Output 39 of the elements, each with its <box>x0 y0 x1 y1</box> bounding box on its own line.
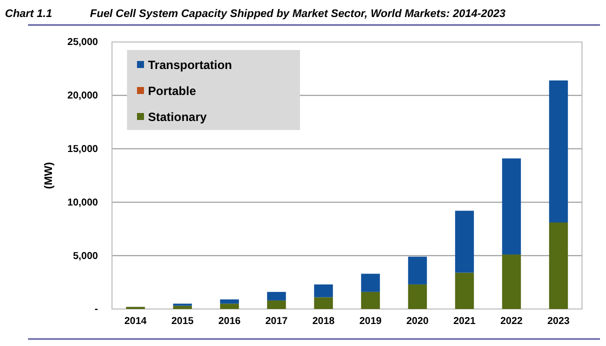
bar <box>455 272 474 309</box>
x-tick-label: 2022 <box>500 316 524 328</box>
legend-label: Transportation <box>148 58 232 72</box>
y-tick-label: 5,000 <box>72 250 98 262</box>
bar <box>220 299 239 304</box>
bar <box>220 304 239 309</box>
y-axis-title: (MW) <box>43 162 55 189</box>
x-tick-label: 2016 <box>218 316 242 328</box>
bar <box>502 158 521 255</box>
x-tick-label: 2021 <box>453 316 476 328</box>
x-tick-label: 2014 <box>124 316 148 328</box>
y-tick-label: 10,000 <box>67 197 98 208</box>
y-tick-label: 25,000 <box>67 37 98 48</box>
y-tick-label: - <box>94 304 98 316</box>
y-tick-label: 20,000 <box>67 90 98 102</box>
legend-label: Portable <box>148 84 196 98</box>
x-tick-label: 2017 <box>265 316 288 328</box>
bar <box>314 297 333 309</box>
y-tick-label: 15,000 <box>67 144 98 155</box>
x-tick-label: 2020 <box>406 316 430 328</box>
caption: Chart 1.1 <box>5 8 52 20</box>
x-tick-label: 2023 <box>547 316 570 328</box>
x-tick-label: 2019 <box>359 316 382 328</box>
x-tick-label: 2015 <box>171 316 194 328</box>
bar <box>549 222 568 309</box>
chart-title: Fuel Cell System Capacity Shipped by Market Sector, World Markets: 2014-2023 <box>90 8 506 20</box>
bar <box>455 210 474 273</box>
bar <box>408 284 427 309</box>
bar <box>314 284 333 298</box>
legend-label: Stationary <box>148 110 208 124</box>
bar <box>361 292 380 309</box>
bar <box>267 300 286 309</box>
bar <box>502 254 521 309</box>
bar <box>361 274 380 292</box>
x-tick-label: 2018 <box>312 316 336 328</box>
bar <box>267 292 286 300</box>
bar <box>173 306 192 309</box>
bar <box>408 256 427 284</box>
bar <box>549 80 568 222</box>
